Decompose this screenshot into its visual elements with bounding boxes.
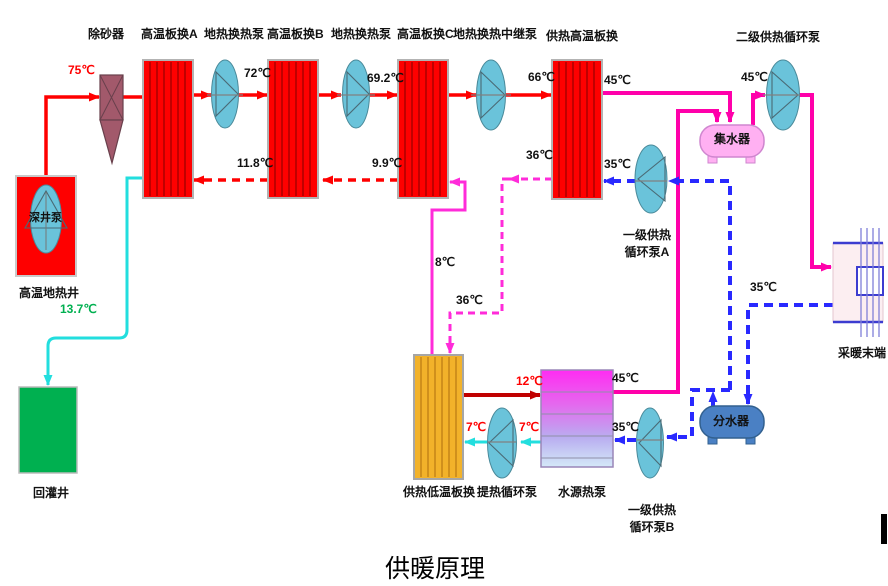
temp-8c: 8℃ <box>435 255 456 269</box>
label-radiator: 采暖末端 <box>838 346 887 360</box>
label-geo-pump-2: 地热换热泵 <box>331 27 392 41</box>
collector-tank <box>699 124 765 164</box>
primary-supply-pump-a-icon <box>634 144 668 214</box>
label-deep-well-pump: 深井泵 <box>29 212 62 224</box>
label-distributor: 分水器 <box>713 414 750 428</box>
temp-7c-right: 7℃ <box>519 420 540 434</box>
temp-45c-supply: 45℃ <box>604 73 631 87</box>
temp-69-2c: 69.2℃ <box>367 71 404 85</box>
label-geo-pump-1: 地热换热泵 <box>204 27 265 41</box>
label-heat-pump: 水源热泵 <box>558 485 607 499</box>
diagram-title: 供暖原理 <box>384 554 485 583</box>
label-exchanger-b: 高温板换B <box>267 27 324 41</box>
supply-high-temp-exchanger <box>551 59 603 200</box>
label-geothermal-well: 高温地热井 <box>19 286 80 300</box>
label-primary-pump-b: 一级供热 循环泵B <box>624 502 680 536</box>
plate-exchanger-b <box>267 59 319 199</box>
radiator-icon <box>832 228 884 337</box>
geothermal-pump-2-icon <box>342 59 370 129</box>
label-primary-pump-a-line1: 一级供热 <box>622 228 671 242</box>
text-cursor-mark <box>881 514 887 544</box>
plate-exchanger-c <box>397 59 449 199</box>
label-secondary-pump: 二级供热循环泵 <box>736 30 821 44</box>
label-primary-pump-b-line1: 一级供热 <box>627 503 676 517</box>
temp-13-7c: 13.7℃ <box>60 302 97 316</box>
supply-magenta-pipes <box>602 90 832 394</box>
temp-35c-radiator: 35℃ <box>750 280 777 294</box>
label-extraction-pump: 提热循环泵 <box>477 485 538 499</box>
deep-well-pump-icon <box>24 184 68 254</box>
temp-9-9c: 9.9℃ <box>372 156 403 170</box>
label-supply-high-exchanger: 供热高温板换 <box>546 29 619 43</box>
supply-low-temp-exchanger <box>413 354 464 480</box>
reinjection-well-icon <box>18 386 78 474</box>
primary-supply-pump-b-icon <box>636 407 664 479</box>
temp-75c: 75℃ <box>68 63 95 77</box>
temp-72c: 72℃ <box>244 66 271 80</box>
low-temp-magenta-pipes <box>430 174 552 355</box>
return-blue-dashed-pipes <box>603 176 833 445</box>
temp-7c-left: 7℃ <box>466 420 487 434</box>
label-primary-pump-a: 一级供热 循环泵A <box>619 227 675 261</box>
cyan-pipes <box>43 176 541 447</box>
label-reinjection-well: 回灌井 <box>33 486 70 500</box>
distributor-tank <box>699 405 765 445</box>
label-collector: 集水器 <box>714 132 751 146</box>
temp-66c: 66℃ <box>528 70 555 84</box>
label-primary-pump-b-line2: 循环泵B <box>629 520 675 534</box>
pump-shaft-lines <box>207 94 800 443</box>
label-sand-remover: 除砂器 <box>88 27 125 41</box>
label-relay-pump: 地热换热中继泵 <box>453 27 538 41</box>
heat-extraction-pump-icon <box>487 407 517 479</box>
label-exchanger-c: 高温板换C <box>397 27 454 41</box>
plate-exchanger-a <box>142 59 194 199</box>
temp-36c-low: 36℃ <box>456 293 483 307</box>
temp-35c-heat-pump: 35℃ <box>612 420 639 434</box>
label-supply-low-exchanger: 供热低温板换 <box>403 485 476 499</box>
label-primary-pump-a-line2: 循环泵A <box>624 245 670 259</box>
label-exchanger-a: 高温板换A <box>141 27 198 41</box>
geothermal-pump-1-icon <box>211 59 239 129</box>
temp-11-8c: 11.8℃ <box>237 156 274 170</box>
temp-12c: 12℃ <box>516 374 543 388</box>
temp-45c-heat-pump: 45℃ <box>612 371 639 385</box>
temp-35c-exchanger: 35℃ <box>604 157 631 171</box>
sand-remover-icon <box>99 74 124 166</box>
temp-36c-exchanger: 36℃ <box>526 148 553 162</box>
water-source-heat-pump-icon <box>540 369 614 468</box>
temp-45c-pump: 45℃ <box>741 70 768 84</box>
